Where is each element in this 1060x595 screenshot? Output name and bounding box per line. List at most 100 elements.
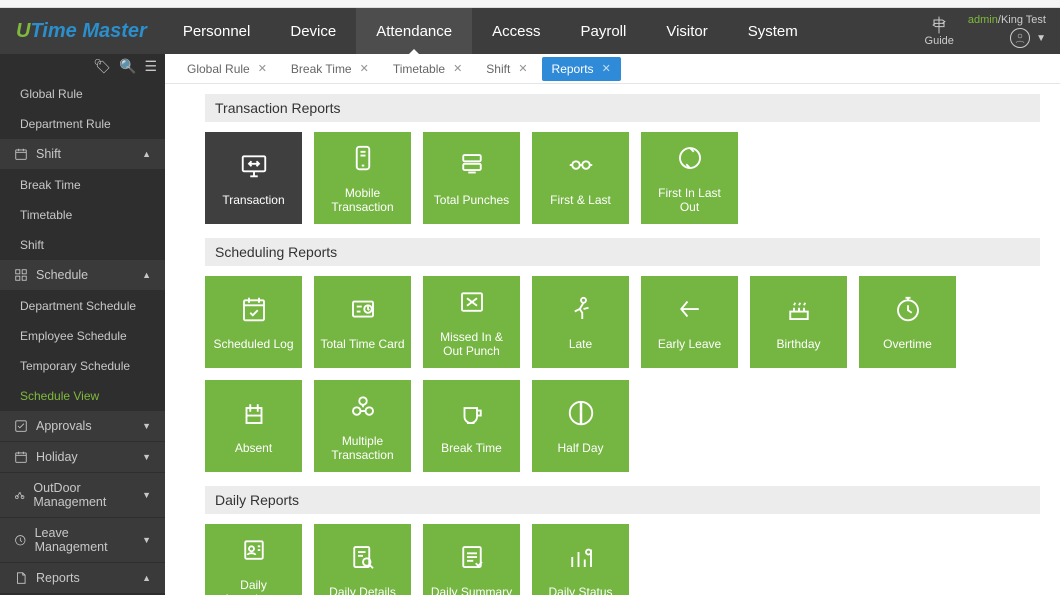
report-card-absent[interactable]: Absent <box>205 380 302 472</box>
sidebar-item-schedule-view[interactable]: Schedule View <box>0 381 165 411</box>
report-card-total-time-card[interactable]: Total Time Card <box>314 276 411 368</box>
card-label: Daily Summary <box>431 585 512 595</box>
report-card-transaction[interactable]: Transaction <box>205 132 302 224</box>
sidebar-group-holiday[interactable]: Holiday▼ <box>0 442 165 473</box>
cal-check-icon <box>239 294 269 327</box>
tab-timetable[interactable]: Timetable✕ <box>383 57 472 81</box>
tab-global-rule[interactable]: Global Rule✕ <box>177 57 277 81</box>
sidebar-group-approvals[interactable]: Approvals▼ <box>0 411 165 442</box>
note-icon <box>457 542 487 575</box>
report-card-scheduled-log[interactable]: Scheduled Log <box>205 276 302 368</box>
sidebar-group-schedule[interactable]: Schedule▲ <box>0 260 165 291</box>
report-card-half-day[interactable]: Half Day <box>532 380 629 472</box>
report-card-missed-in-out-punch[interactable]: Missed In & Out Punch <box>423 276 520 368</box>
report-card-birthday[interactable]: Birthday <box>750 276 847 368</box>
menu-icon[interactable]: ☰ <box>144 58 157 75</box>
expand-icon: ▼ <box>142 421 151 431</box>
run-icon <box>566 294 596 327</box>
sidebar-item-department-rule[interactable]: Department Rule <box>0 109 165 139</box>
calendar-icon <box>14 147 28 161</box>
sidebar-group-outdoor-management[interactable]: OutDoor Management▼ <box>0 473 165 518</box>
nav-payroll[interactable]: Payroll <box>560 8 646 54</box>
cake-icon <box>784 294 814 327</box>
card-row: Daily Attendance Daily Details Daily Summa… <box>205 524 1040 595</box>
sidebar-item-shift[interactable]: Shift <box>0 230 165 260</box>
doc-icon <box>14 571 28 585</box>
nav-visitor[interactable]: Visitor <box>646 8 727 54</box>
sidebar-item-global-rule[interactable]: Global Rule <box>0 79 165 109</box>
card-time-icon <box>348 294 378 327</box>
logo: UTime Master <box>0 20 163 43</box>
tab-shift[interactable]: Shift✕ <box>476 57 537 81</box>
report-card-early-leave[interactable]: Early Leave <box>641 276 738 368</box>
chevron-down-icon: ▼ <box>1036 33 1046 44</box>
tab-break-time[interactable]: Break Time✕ <box>281 57 379 81</box>
grid-icon <box>14 268 28 282</box>
app-header: UTime Master PersonnelDeviceAttendanceAc… <box>0 8 1060 54</box>
nav-attendance[interactable]: Attendance <box>356 8 472 54</box>
reports-panel: Transaction Reports Transaction Mobile Tra… <box>165 84 1060 595</box>
close-icon[interactable]: ✕ <box>602 62 611 75</box>
user-line: admin/King Test <box>968 14 1046 26</box>
nav-system[interactable]: System <box>728 8 818 54</box>
expand-icon: ▲ <box>142 270 151 280</box>
card-row: Transaction Mobile Transaction Total Punch… <box>205 132 1040 224</box>
close-icon[interactable]: ✕ <box>518 62 527 75</box>
bars-icon <box>566 542 596 575</box>
report-card-mobile-transaction[interactable]: Mobile Transaction <box>314 132 411 224</box>
report-card-multiple-transaction[interactable]: Multiple Transaction <box>314 380 411 472</box>
report-card-overtime[interactable]: Overtime <box>859 276 956 368</box>
card-label: Early Leave <box>658 337 721 351</box>
report-card-break-time[interactable]: Break Time <box>423 380 520 472</box>
absent-icon <box>239 398 269 431</box>
card-label: Mobile Transaction <box>320 186 405 214</box>
search-icon[interactable]: 🔍 <box>119 58 136 75</box>
card-label: Daily Details <box>329 585 396 595</box>
tab-reports[interactable]: Reports✕ <box>542 57 621 81</box>
signpost-icon <box>929 15 949 35</box>
report-card-first-last[interactable]: First & Last <box>532 132 629 224</box>
sidebar-item-department-schedule[interactable]: Department Schedule <box>0 291 165 321</box>
section-title: Scheduling Reports <box>205 238 1040 266</box>
sidebar-item-break-time[interactable]: Break Time <box>0 170 165 200</box>
nav-device[interactable]: Device <box>270 8 356 54</box>
sidebar: 🏷 🔍 ☰ Global RuleDepartment RuleShift▲Br… <box>0 54 165 595</box>
close-icon[interactable]: ✕ <box>360 62 369 75</box>
guide-button[interactable]: Guide <box>925 15 954 47</box>
nav-access[interactable]: Access <box>472 8 560 54</box>
user-block: admin/King Test ▼ <box>968 14 1046 48</box>
sidebar-group-reports[interactable]: Reports▲ <box>0 563 165 594</box>
report-card-daily-attendance[interactable]: Daily Attendance <box>205 524 302 595</box>
sidebar-group-leave-management[interactable]: Leave Management▼ <box>0 518 165 563</box>
report-card-late[interactable]: Late <box>532 276 629 368</box>
user-name: King Test <box>1001 14 1046 26</box>
card-label: Multiple Transaction <box>320 434 405 462</box>
close-icon[interactable]: ✕ <box>258 62 267 75</box>
sidebar-item-temporary-schedule[interactable]: Temporary Schedule <box>0 351 165 381</box>
report-card-daily-details[interactable]: Daily Details <box>314 524 411 595</box>
close-icon[interactable]: ✕ <box>453 62 462 75</box>
stack-icon <box>457 150 487 183</box>
report-card-daily-summary[interactable]: Daily Summary <box>423 524 520 595</box>
sidebar-item-employee-schedule[interactable]: Employee Schedule <box>0 321 165 351</box>
content-area: Global Rule✕Break Time✕Timetable✕Shift✕R… <box>165 54 1060 595</box>
expand-icon: ▲ <box>142 149 151 159</box>
report-card-total-punches[interactable]: Total Punches <box>423 132 520 224</box>
nav-personnel[interactable]: Personnel <box>163 8 271 54</box>
card-label: First In Last Out <box>647 186 732 214</box>
section-title: Transaction Reports <box>205 94 1040 122</box>
sidebar-group-shift[interactable]: Shift▲ <box>0 139 165 170</box>
report-card-first-in-last-out[interactable]: First In Last Out <box>641 132 738 224</box>
tag-icon[interactable]: 🏷 <box>93 58 111 75</box>
person-icon <box>1014 32 1026 44</box>
cycle-icon <box>675 143 705 176</box>
report-card-daily-status[interactable]: Daily Status <box>532 524 629 595</box>
user-menu[interactable]: ▼ <box>1010 28 1046 48</box>
card-label: Transaction <box>222 193 284 207</box>
expand-icon: ▼ <box>142 490 151 500</box>
card-label: Late <box>569 337 592 351</box>
card-label: Daily Attendance <box>211 578 296 595</box>
check-icon <box>14 419 28 433</box>
sidebar-item-timetable[interactable]: Timetable <box>0 200 165 230</box>
card-label: Half Day <box>557 441 603 455</box>
